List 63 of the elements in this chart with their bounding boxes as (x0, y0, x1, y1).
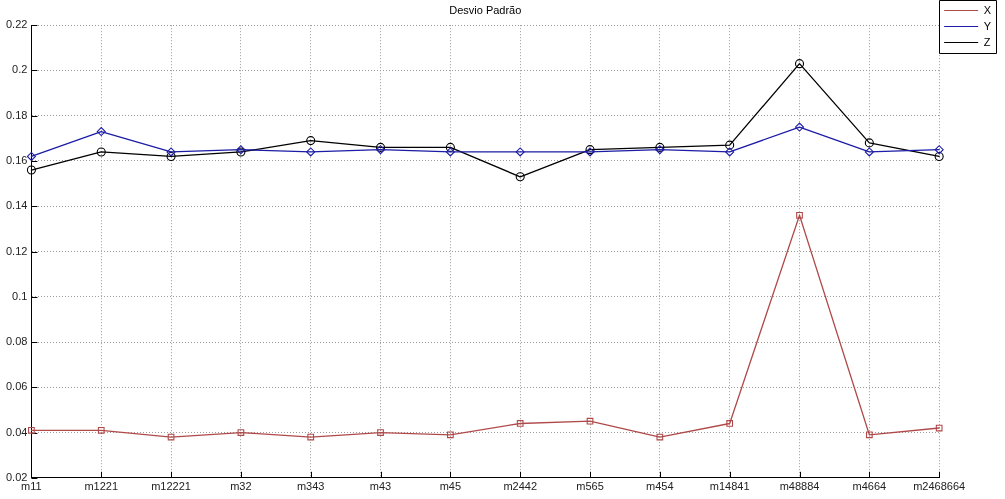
point (726, 420, 734, 427)
x-tick-label: m45 (439, 480, 462, 493)
point (586, 417, 594, 425)
y-tick-label: 0.2 (12, 63, 28, 76)
point (935, 424, 943, 432)
point (515, 172, 525, 182)
y-tick-label: 0.12 (5, 244, 28, 257)
point (864, 147, 874, 157)
point (445, 142, 455, 152)
x-tick-label: m11 (21, 480, 42, 493)
legend-label: Y (983, 19, 992, 32)
point (516, 420, 524, 427)
x-tick-label: m2442 (503, 480, 538, 493)
point (96, 127, 106, 137)
x-tick-label: m1221 (84, 480, 119, 493)
point (377, 429, 384, 436)
point (26, 151, 36, 161)
point (934, 145, 944, 155)
y-tick-label: 0.16 (5, 154, 28, 167)
point (725, 147, 735, 157)
point (794, 122, 805, 132)
y-tick-label: 0.14 (5, 199, 28, 212)
point (796, 211, 803, 219)
x-tick-label: m4664 (852, 480, 887, 493)
y-tick-label: 0.08 (5, 335, 28, 348)
legend-label: X (983, 3, 992, 16)
point (656, 433, 664, 441)
x-tick-label: m14841 (709, 480, 750, 493)
point (26, 165, 36, 175)
x-tick-label: m454 (646, 480, 674, 493)
point (96, 147, 106, 157)
point (237, 429, 245, 436)
point (166, 151, 176, 161)
point (166, 147, 176, 157)
point (28, 426, 35, 434)
point (307, 433, 315, 441)
y-tick-label: 0.18 (5, 108, 28, 121)
y-tick-label: 0.02 (5, 470, 28, 483)
point (725, 140, 735, 150)
point (934, 151, 944, 161)
point (515, 147, 525, 157)
point (306, 136, 316, 146)
legend-label: Z (983, 35, 991, 48)
y-tick-label: 0.22 (5, 18, 28, 31)
x-tick-label: m48884 (779, 480, 820, 493)
x-tick-label: m2468664 (913, 480, 966, 493)
point (97, 426, 105, 434)
y-tick-label: 0.04 (5, 425, 28, 438)
point (445, 147, 455, 157)
point (864, 138, 874, 148)
point (794, 59, 805, 69)
point (446, 431, 454, 439)
x-tick-label: m565 (576, 480, 604, 493)
x-tick-label: m32 (230, 480, 252, 493)
chart-title: Desvio Padrão (449, 3, 522, 16)
point (306, 147, 316, 157)
x-tick-label: m343 (296, 480, 325, 493)
x-tick-label: m43 (369, 480, 392, 493)
y-tick-label: 0.1 (12, 289, 28, 302)
y-tick-label: 0.06 (5, 380, 28, 393)
point (865, 431, 873, 439)
x-tick-label: m12221 (151, 480, 191, 493)
point (167, 433, 175, 441)
